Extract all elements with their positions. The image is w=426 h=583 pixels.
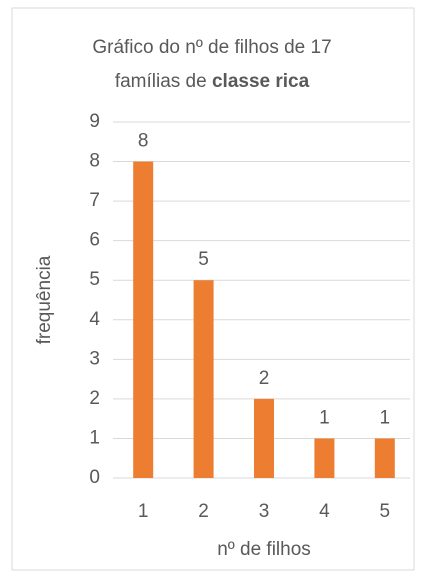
x-tick-label: 4 [319, 501, 330, 522]
y-axis-title: frequência [34, 255, 55, 344]
y-tick-label: 1 [89, 427, 100, 448]
y-tick-label: 7 [89, 190, 100, 211]
y-tick-label: 4 [89, 309, 100, 330]
data-label: 8 [138, 131, 149, 152]
chart-title-bold: classe rica [212, 71, 310, 92]
data-label: 1 [319, 407, 330, 428]
x-tick-label: 5 [380, 501, 391, 522]
chart-title-line: Gráfico do nº de filhos de 17 [92, 37, 331, 58]
y-tick-label: 3 [89, 348, 100, 369]
bar [314, 438, 335, 478]
bar [133, 161, 154, 479]
y-tick-label: 8 [89, 151, 100, 172]
data-label: 5 [198, 249, 209, 270]
data-label: 1 [380, 407, 391, 428]
y-tick-label: 9 [89, 111, 100, 132]
chart-title-line: famílias de classe rica [115, 71, 310, 92]
y-tick-label: 0 [89, 467, 100, 488]
x-tick-label: 1 [138, 501, 149, 522]
bar [374, 438, 395, 478]
y-tick-label: 5 [89, 269, 100, 290]
y-tick-label: 6 [89, 230, 100, 251]
x-tick-label: 2 [198, 501, 209, 522]
x-axis-title: nº de filhos [217, 539, 311, 560]
bar [254, 398, 274, 478]
chart-title-part: famílias de [115, 71, 207, 92]
data-label: 2 [259, 368, 270, 389]
y-tick-label: 2 [89, 388, 100, 409]
x-tick-label: 3 [259, 501, 270, 522]
bar [193, 280, 214, 478]
